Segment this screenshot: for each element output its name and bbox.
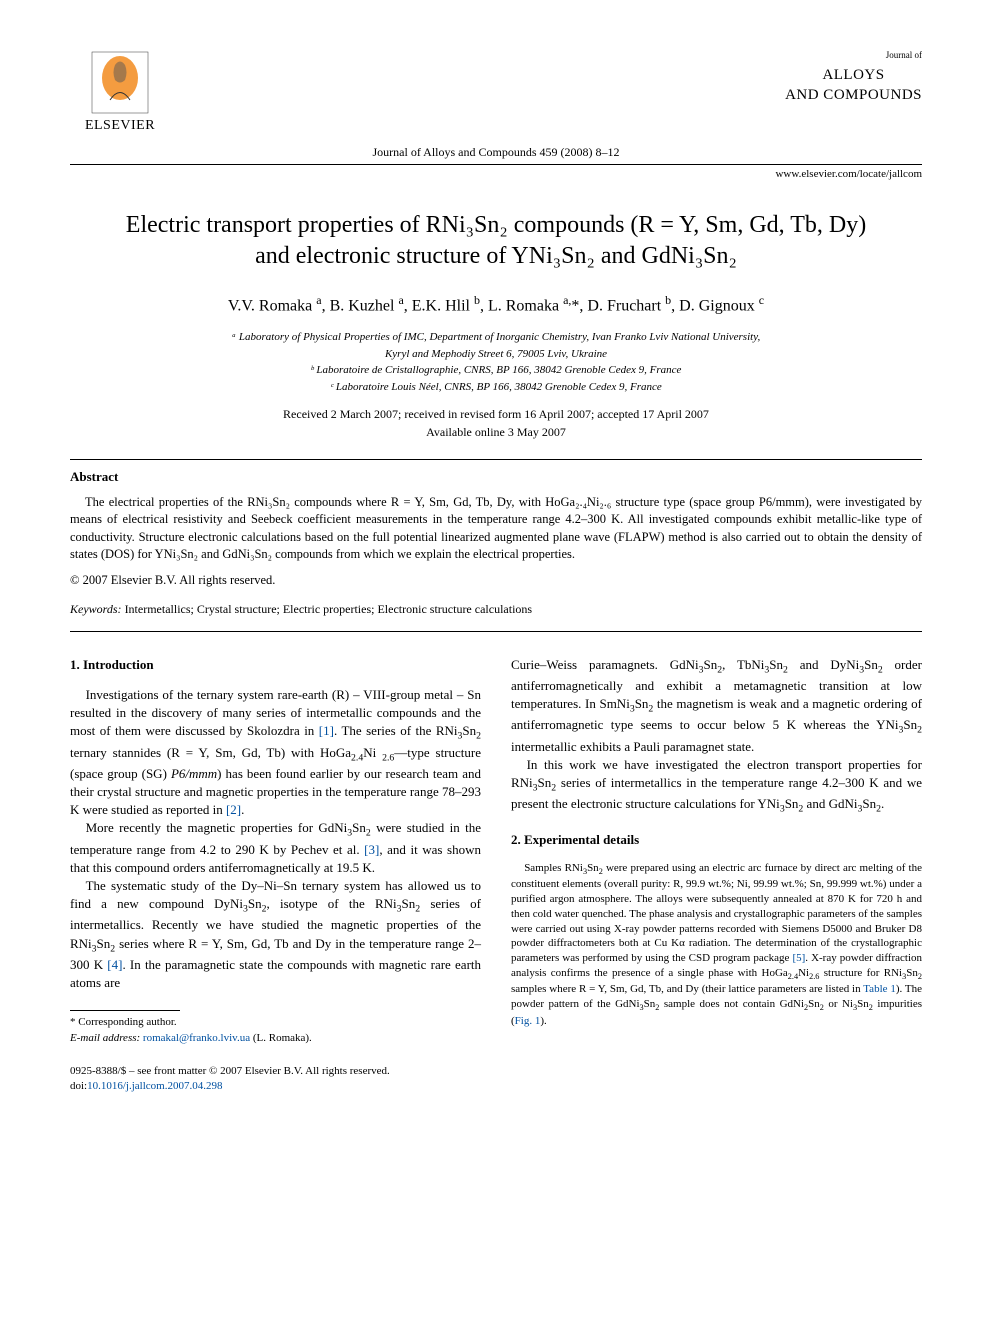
journal-reference: Journal of Alloys and Compounds 459 (200… (70, 144, 922, 160)
left-column: 1. Introduction Investigations of the te… (70, 656, 481, 1046)
journal-url[interactable]: www.elsevier.com/locate/jallcom (70, 167, 922, 182)
ref-1-link[interactable]: [1] (319, 723, 334, 738)
right-column: Curie–Weiss paramagnets. GdNi3Sn2, TbNi3… (511, 656, 922, 1046)
front-matter-line: 0925-8388/$ – see front matter © 2007 El… (70, 1064, 922, 1079)
abstract-body: The electrical properties of the RNi₃Sn₂… (70, 494, 922, 564)
affiliations: ᵃ Laboratory of Physical Properties of I… (70, 329, 922, 395)
affiliation-b: ᵇ Laboratoire de Cristallographie, CNRS,… (70, 362, 922, 379)
email-label: E-mail address: (70, 1032, 140, 1044)
doi-link[interactable]: 10.1016/j.jallcom.2007.04.298 (87, 1080, 222, 1092)
publisher-block: ELSEVIER (70, 50, 170, 136)
online-date: Available online 3 May 2007 (70, 423, 922, 441)
journal-logo-small: Journal of (886, 50, 922, 61)
table-1-link[interactable]: Table 1 (863, 983, 896, 995)
author: B. Kuzhel (330, 298, 395, 315)
corresponding-author-footnote: * Corresponding author. E-mail address: … (70, 1015, 481, 1046)
article-title: Electric transport properties of RNi₃Sn₂… (110, 210, 882, 272)
intro-para-3: The systematic study of the Dy–Ni–Sn ter… (70, 877, 481, 992)
author: E.K. Hlil (412, 298, 470, 315)
publisher-name: ELSEVIER (85, 117, 155, 136)
journal-logo-main: ALLOYS AND COMPOUNDS (785, 65, 922, 106)
ref-3-link[interactable]: [3] (364, 842, 379, 857)
keywords-line: Keywords: Intermetallics; Crystal struct… (70, 601, 922, 617)
authors-line: V.V. Romaka a, B. Kuzhel a, E.K. Hlil b,… (70, 292, 922, 317)
intro-para-5: In this work we have investigated the el… (511, 756, 922, 817)
ref-4-link[interactable]: [4] (107, 957, 122, 972)
ref-5-link[interactable]: [5] (792, 952, 805, 964)
journal-logo-block: Journal of ALLOYS AND COMPOUNDS (752, 50, 922, 105)
doi-line: doi:10.1016/j.jallcom.2007.04.298 (70, 1079, 922, 1094)
received-date: Received 2 March 2007; received in revis… (70, 405, 922, 423)
footnote-marker: * Corresponding author. (70, 1015, 481, 1030)
affiliation-c: ᶜ Laboratoire Louis Néel, CNRS, BP 166, … (70, 379, 922, 396)
author: D. Fruchart (587, 298, 661, 315)
experimental-details: Samples RNi3Sn2 were prepared using an e… (511, 861, 922, 1029)
author: L. Romaka (488, 298, 559, 315)
intro-para-4: Curie–Weiss paramagnets. GdNi3Sn2, TbNi3… (511, 656, 922, 756)
section-1-heading: 1. Introduction (70, 656, 481, 674)
affiliation-a-1: ᵃ Laboratory of Physical Properties of I… (70, 329, 922, 346)
author: V.V. Romaka (228, 298, 312, 315)
body-columns: 1. Introduction Investigations of the te… (70, 656, 922, 1046)
intro-para-2: More recently the magnetic properties fo… (70, 819, 481, 877)
rule-below-keywords (70, 631, 922, 632)
email-person: (L. Romaka). (250, 1032, 312, 1044)
author: D. Gignoux (679, 298, 755, 315)
corresponding-email[interactable]: romakal@franko.lviv.ua (143, 1032, 250, 1044)
fig-1-link[interactable]: Fig. 1 (515, 1015, 541, 1027)
page-footer: 0925-8388/$ – see front matter © 2007 El… (70, 1064, 922, 1095)
ref-2-link[interactable]: [2] (226, 802, 241, 817)
abstract-copyright: © 2007 Elsevier B.V. All rights reserved… (70, 572, 922, 589)
article-dates: Received 2 March 2007; received in revis… (70, 405, 922, 441)
keywords-text: Intermetallics; Crystal structure; Elect… (122, 602, 533, 616)
rule-top (70, 164, 922, 165)
page-header: ELSEVIER Journal of ALLOYS AND COMPOUNDS (70, 50, 922, 136)
abstract-heading: Abstract (70, 468, 922, 486)
affiliation-a-2: Kyryl and Mephodiy Street 6, 79005 Lviv,… (70, 346, 922, 363)
intro-para-1: Investigations of the ternary system rar… (70, 686, 481, 819)
section-2-heading: 2. Experimental details (511, 831, 922, 849)
elsevier-logo (90, 50, 150, 115)
rule-above-abstract (70, 459, 922, 460)
abstract-paragraph: The electrical properties of the RNi₃Sn₂… (70, 494, 922, 564)
exp-para-1: Samples RNi3Sn2 were prepared using an e… (511, 861, 922, 1029)
keywords-label: Keywords: (70, 602, 122, 616)
footnote-rule (70, 1010, 180, 1011)
